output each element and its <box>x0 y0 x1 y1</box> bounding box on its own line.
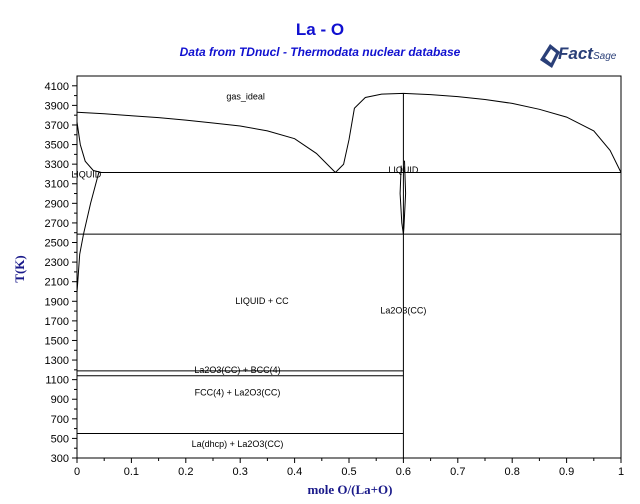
phase-boundary <box>76 121 102 173</box>
y-tick-label: 500 <box>51 433 69 445</box>
x-tick-label: 0.6 <box>396 466 411 478</box>
y-tick-label: 3100 <box>45 179 69 191</box>
y-tick-label: 1100 <box>45 375 69 387</box>
logo-text-sage: Sage <box>592 51 617 62</box>
x-tick-label: 0.4 <box>287 466 302 478</box>
y-tick-label: 1500 <box>45 335 69 347</box>
phase-boundary <box>402 160 407 235</box>
plot-axes: 0 0.1 0.2 0.3 0.4 0.5 0.6 0.7 0.8 0.9 130050070090… <box>45 75 624 478</box>
y-tick-label: 700 <box>51 414 69 426</box>
phase-labels: gas_ideal LIQUID LIQUID LIQUID + CC La2O3(CC… <box>71 92 426 450</box>
y-tick-label: 3900 <box>45 100 69 112</box>
x-tick-label: 0.3 <box>233 466 248 478</box>
factsage-logo-icon <box>540 44 560 68</box>
region-label: FCC(4) + La2O3(CC) <box>195 387 281 397</box>
phase-boundary <box>399 165 404 235</box>
y-tick-label: 3300 <box>45 159 69 171</box>
x-tick-label: 0.1 <box>124 466 139 478</box>
x-tick-label: 0.2 <box>178 466 193 478</box>
y-tick-label: 2100 <box>45 277 69 289</box>
factsage-logo: FactSage <box>538 40 634 72</box>
x-tick-label: 0.8 <box>505 466 520 478</box>
y-tick-label: 2700 <box>45 218 69 230</box>
region-label: LIQUID <box>71 169 102 179</box>
region-label: LIQUID <box>388 165 419 175</box>
y-tick-label: 3500 <box>45 140 69 152</box>
x-tick-label: 0.7 <box>450 466 465 478</box>
phase-boundary <box>335 92 622 173</box>
x-tick-label: 0 <box>74 466 80 478</box>
y-tick-label: 4100 <box>45 81 69 93</box>
x-tick-label: 1 <box>618 466 624 478</box>
x-tick-label: 0.5 <box>341 466 356 478</box>
phase-boundary <box>76 172 100 293</box>
region-label: La2O3(CC) + BCC(4) <box>194 365 280 375</box>
y-tick-label: 900 <box>51 394 69 406</box>
y-tick-label: 1300 <box>45 355 69 367</box>
logo-text-fact: Fact <box>558 44 593 63</box>
chart-subtitle: Data from TDnucl - Thermodata nuclear da… <box>179 45 461 59</box>
region-label: LIQUID + CC <box>235 296 289 306</box>
region-label: gas_ideal <box>226 92 265 102</box>
region-label: La(dhcp) + La2O3(CC) <box>192 439 284 449</box>
y-axis-title: T(K) <box>12 255 27 282</box>
y-tick-label: 2900 <box>45 198 69 210</box>
region-label: La2O3(CC) <box>380 306 426 316</box>
y-tick-label: 1900 <box>45 296 69 308</box>
y-tick-label: 2300 <box>45 257 69 269</box>
plot-frame <box>76 75 622 459</box>
logo-text: FactSage <box>558 44 616 64</box>
y-tick-label: 3700 <box>45 120 69 132</box>
y-tick-label: 2500 <box>45 238 69 250</box>
x-tick-label: 0.9 <box>559 466 574 478</box>
phase-boundary <box>76 111 336 173</box>
x-axis-title: mole O/(La+O) <box>307 482 392 497</box>
phase-lines <box>76 92 622 458</box>
y-tick-label: 300 <box>51 453 69 465</box>
y-tick-label: 1700 <box>45 316 69 328</box>
chart-title: La - O <box>295 20 345 39</box>
